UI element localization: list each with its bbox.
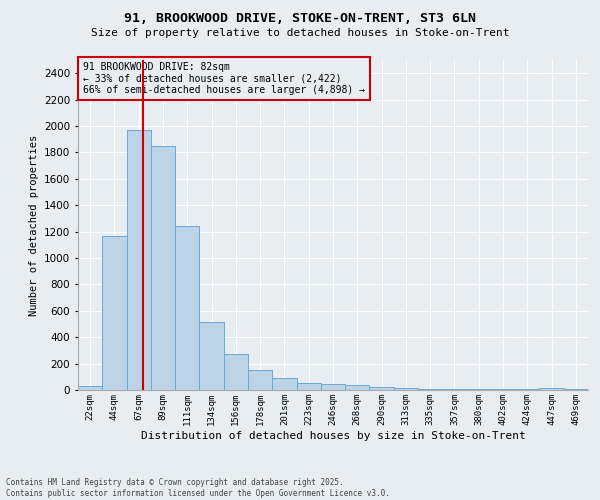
Bar [296, 384, 321, 390]
Bar [345, 386, 370, 390]
Bar [102, 236, 127, 390]
Text: 91 BROOKWOOD DRIVE: 82sqm
← 33% of detached houses are smaller (2,422)
66% of se: 91 BROOKWOOD DRIVE: 82sqm ← 33% of detac… [83, 62, 365, 95]
Bar [248, 370, 272, 390]
Bar [151, 146, 175, 390]
Bar [78, 386, 102, 390]
Bar [175, 226, 199, 390]
X-axis label: Distribution of detached houses by size in Stoke-on-Trent: Distribution of detached houses by size … [140, 430, 526, 440]
Bar [321, 384, 345, 390]
Text: Size of property relative to detached houses in Stoke-on-Trent: Size of property relative to detached ho… [91, 28, 509, 38]
Bar [199, 322, 224, 390]
Text: Contains HM Land Registry data © Crown copyright and database right 2025.
Contai: Contains HM Land Registry data © Crown c… [6, 478, 390, 498]
Bar [272, 378, 296, 390]
Bar [539, 388, 564, 390]
Y-axis label: Number of detached properties: Number of detached properties [29, 134, 38, 316]
Bar [370, 388, 394, 390]
Text: 91, BROOKWOOD DRIVE, STOKE-ON-TRENT, ST3 6LN: 91, BROOKWOOD DRIVE, STOKE-ON-TRENT, ST3… [124, 12, 476, 26]
Bar [127, 130, 151, 390]
Bar [224, 354, 248, 390]
Bar [394, 388, 418, 390]
